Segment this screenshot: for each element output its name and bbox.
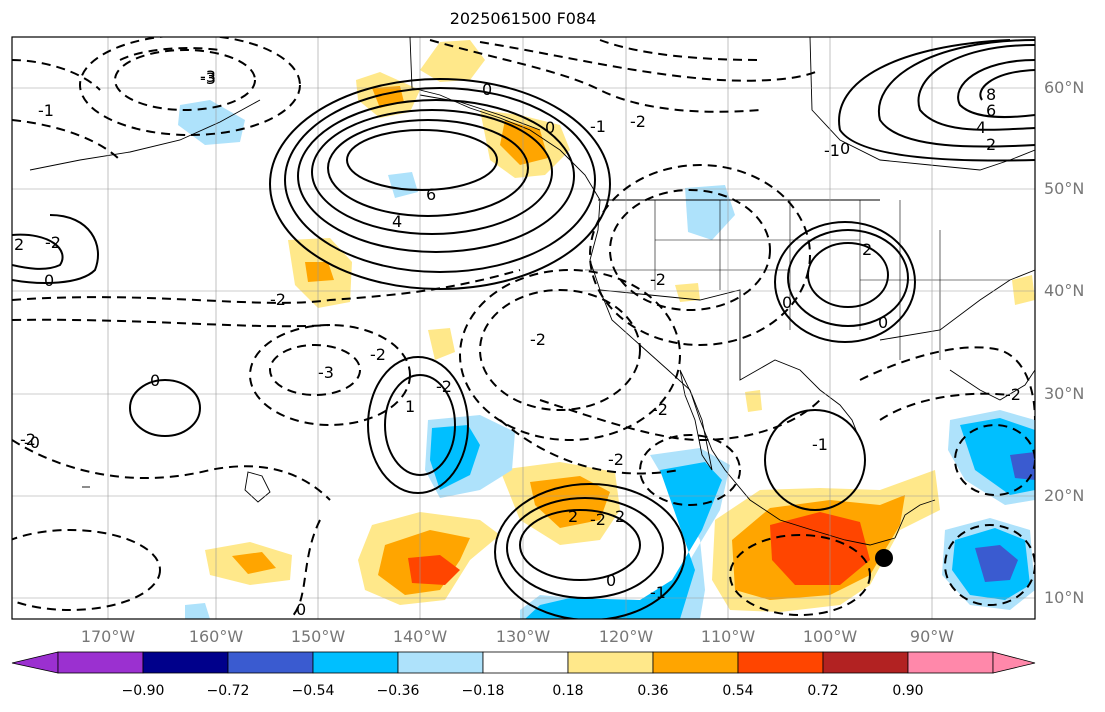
contour-label: -0	[24, 433, 40, 452]
lon-label: 140°W	[392, 627, 448, 646]
map-frame	[11, 36, 1036, 620]
contour-label: 0	[44, 271, 54, 290]
colorbar-segment	[652, 651, 739, 674]
colorbar-segment	[57, 651, 144, 674]
gridlines	[12, 37, 1035, 619]
contour-label: 0	[150, 371, 160, 390]
lon-label: 170°W	[80, 627, 136, 646]
contour-label: -2	[270, 290, 286, 309]
colorbar-segment	[227, 651, 314, 674]
contour-label: -2	[45, 233, 61, 252]
contour-label: -1	[650, 583, 666, 602]
lon-label: 120°W	[598, 627, 654, 646]
lon-label: 130°W	[495, 627, 551, 646]
colorbar-tick-label: −0.54	[291, 683, 335, 699]
contour-label: -2	[608, 450, 624, 469]
positive-contours	[12, 39, 1035, 619]
state-borders	[585, 200, 1010, 360]
colorbar-tick-label: −0.90	[121, 683, 165, 699]
contour-label: 2	[862, 240, 872, 259]
contour-label: -2	[436, 377, 452, 396]
colorbar-segment	[907, 651, 994, 674]
contour-label: -2	[20, 430, 36, 449]
colorbar-segment	[567, 651, 654, 674]
lat-label: 60°N	[1044, 78, 1085, 97]
colorbar-tick-label: 0.36	[637, 683, 669, 699]
contour-label: -2	[370, 345, 386, 364]
colorbar-tick-label: −0.72	[206, 683, 250, 699]
lat-label: 50°N	[1044, 179, 1085, 198]
contour-label: 0	[606, 571, 616, 590]
lat-label: 30°N	[1044, 384, 1085, 403]
contour-label: -1	[38, 101, 54, 120]
contour-label: 8	[986, 85, 996, 104]
map-title: 2025061500 F084	[449, 9, 597, 28]
contour-label: -2	[652, 400, 668, 419]
lon-label: 150°W	[290, 627, 346, 646]
contour-label: 2	[14, 235, 24, 254]
colorbar-extend-low	[11, 651, 59, 674]
lon-label: 160°W	[188, 627, 244, 646]
contour-label: 6	[426, 185, 436, 204]
contour-label: -2	[530, 330, 546, 349]
colorbar-segment	[737, 651, 824, 674]
lat-label: 40°N	[1044, 281, 1085, 300]
lat-label: 10°N	[1044, 588, 1085, 607]
contour-label: 0	[782, 293, 792, 312]
colorbar-tick-label: 0.90	[892, 683, 924, 699]
contour-label: 0	[840, 139, 850, 158]
colorbar-segment	[142, 651, 229, 674]
negative-shading	[178, 100, 1035, 619]
contour-labels: -3 -3 -1 -2 -2 0 -1 -2 -2 -2 0 -2 -3 -2 …	[14, 67, 1021, 619]
lon-label: 90°W	[909, 627, 955, 646]
contour-label: 6	[986, 101, 996, 120]
contour-label: -2	[590, 510, 606, 529]
negative-contours	[12, 37, 1035, 619]
colorbar-tick-label: −0.36	[376, 683, 420, 699]
contour-label: -2	[1005, 385, 1021, 404]
contour-label: -3	[200, 69, 216, 88]
coastlines	[29, 37, 1035, 546]
contour-label: 0	[545, 118, 555, 137]
colorbar-segment	[822, 651, 909, 674]
contour-label: -3	[200, 67, 216, 86]
contour-label: -1	[590, 117, 606, 136]
contour-label: -1	[824, 141, 840, 160]
contour-label: 2	[986, 135, 996, 154]
contour-label: 0	[482, 80, 492, 99]
contour-label: 4	[392, 212, 402, 231]
contour-label: 0	[296, 600, 306, 619]
contour-label: 2	[615, 507, 625, 526]
lon-label: 110°W	[700, 627, 756, 646]
colorbar-extend-high	[992, 651, 1036, 674]
contour-label: -2	[650, 270, 666, 289]
lat-label: 20°N	[1044, 486, 1085, 505]
contour-label: -2	[630, 112, 646, 131]
colorbar-tick-label: 0.54	[722, 683, 754, 699]
contour-label: 2	[568, 507, 578, 526]
location-marker	[875, 549, 893, 567]
colorbar-segment	[397, 651, 484, 674]
contour-label: -3	[318, 363, 334, 382]
contour-label: -1	[812, 435, 828, 454]
colorbar-tick-label: 0.72	[807, 683, 839, 699]
contour-label: 4	[976, 118, 986, 137]
contour-label: 1	[405, 397, 415, 416]
colorbar	[11, 651, 1036, 674]
contour-label: 0	[878, 313, 888, 332]
colorbar-tick-label: 0.18	[552, 683, 584, 699]
lon-label: 100°W	[802, 627, 858, 646]
colorbar-segment	[312, 651, 399, 674]
colorbar-tick-label: −0.18	[461, 683, 505, 699]
colorbar-segment	[482, 651, 569, 674]
